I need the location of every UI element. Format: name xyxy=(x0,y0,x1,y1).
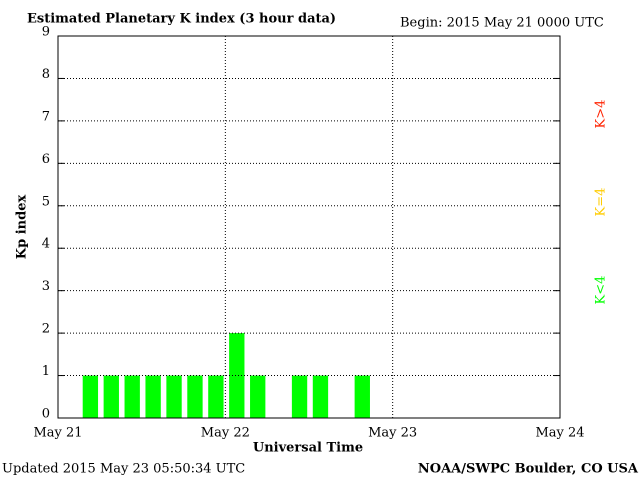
plot-frame xyxy=(57,35,561,419)
footer-right: NOAA/SWPC Boulder, CO USA xyxy=(418,462,639,477)
bar xyxy=(250,375,266,418)
bar xyxy=(145,375,161,418)
bar xyxy=(166,375,182,418)
x-tick-label: May 23 xyxy=(368,426,417,441)
bar xyxy=(103,375,119,418)
y-tick-label: 5 xyxy=(42,194,50,209)
bar xyxy=(208,375,224,418)
y-tick-label: 2 xyxy=(42,322,50,337)
bar xyxy=(229,333,245,418)
legend-label: K>4 xyxy=(594,100,609,129)
bar xyxy=(291,375,308,418)
bar xyxy=(124,375,140,418)
y-tick-label: 9 xyxy=(42,25,50,40)
chart-title: Estimated Planetary K index (3 hour data… xyxy=(27,12,336,27)
bar xyxy=(187,375,203,418)
y-tick-label: 3 xyxy=(42,279,50,294)
x-tick-label: May 24 xyxy=(535,426,584,441)
x-tick-label: May 22 xyxy=(201,426,250,441)
bar xyxy=(354,375,370,418)
y-tick-label: 6 xyxy=(42,152,50,167)
x-axis-label: Universal Time xyxy=(253,441,363,456)
chart-subtitle: Begin: 2015 May 21 0000 UTC xyxy=(400,16,604,31)
y-tick-label: 1 xyxy=(42,364,50,379)
legend-label: K=4 xyxy=(594,188,609,217)
y-axis-label: Kp index xyxy=(15,195,30,260)
legend-label: K<4 xyxy=(594,276,609,305)
y-tick-label: 7 xyxy=(42,109,50,124)
y-tick-label: 4 xyxy=(42,237,50,252)
bar xyxy=(82,375,99,418)
x-tick-label: May 21 xyxy=(33,426,82,441)
footer-left: Updated 2015 May 23 05:50:34 UTC xyxy=(2,462,245,477)
y-tick-label: 8 xyxy=(42,67,50,82)
bar xyxy=(312,375,329,418)
y-tick-label: 0 xyxy=(42,407,50,422)
